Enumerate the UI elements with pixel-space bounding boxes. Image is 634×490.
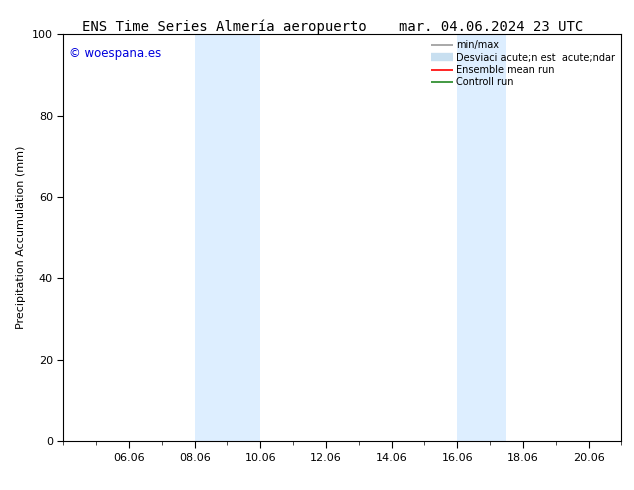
- Text: mar. 04.06.2024 23 UTC: mar. 04.06.2024 23 UTC: [399, 20, 584, 34]
- Y-axis label: Precipitation Accumulation (mm): Precipitation Accumulation (mm): [16, 146, 27, 329]
- Bar: [195, 34, 261, 441]
- Bar: [457, 34, 507, 441]
- Legend: min/max, Desviaci acute;n est  acute;ndar, Ensemble mean run, Controll run: min/max, Desviaci acute;n est acute;ndar…: [427, 36, 619, 91]
- Text: ENS Time Series Almería aeropuerto: ENS Time Series Almería aeropuerto: [82, 20, 367, 34]
- Title: ENS Time Series Almería aeropuerto      mar. 04.06.2024 23 UTC: ENS Time Series Almería aeropuerto mar. …: [0, 489, 1, 490]
- Text: © woespana.es: © woespana.es: [69, 47, 161, 59]
